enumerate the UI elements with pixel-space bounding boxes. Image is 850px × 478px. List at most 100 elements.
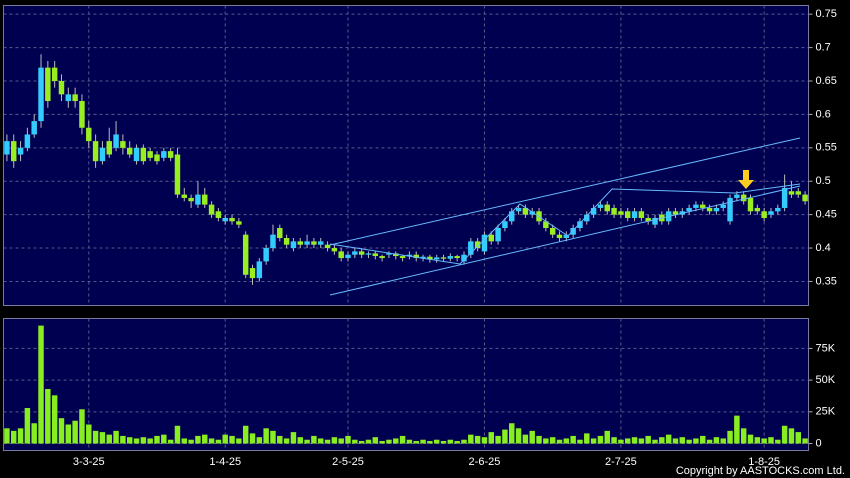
volume-bar [270,430,276,444]
candle-body [461,254,467,262]
y-tick-label: 25K [816,406,836,418]
candle-body [440,257,447,259]
volume-bar [92,430,99,444]
volume-bar [427,440,433,444]
candle-body [331,248,338,252]
candle-body [720,204,726,208]
volume-bar [502,429,508,444]
volume-bar [461,439,467,444]
volume-bar [672,438,679,444]
y-tick-label: 0.7 [816,41,831,53]
candle-body [290,241,297,249]
volume-bar [242,425,249,444]
candle-body [509,211,515,222]
volume-bar [393,438,399,444]
signal-arrow [738,170,754,189]
candle-body [604,204,610,212]
candle-body [747,197,754,212]
volume-bar [549,437,556,444]
volume-bar [781,425,788,444]
volume-bar [249,433,256,444]
candle-body [324,244,331,249]
volume-bar [474,435,481,444]
candle-body [802,194,808,202]
volume-bar [386,439,392,444]
candle-body [761,211,767,218]
volume-bar [509,423,515,444]
volume-bar [447,439,454,444]
volume-bar [154,435,160,444]
volume-bar [161,434,167,444]
candle-body [788,191,795,195]
volume-bar [372,437,379,444]
volume-bar [713,437,720,444]
volume-bar [488,432,495,444]
candle-body [345,254,351,259]
candle-body [420,256,426,259]
candle-body [38,67,44,122]
volume-bar [515,428,522,444]
candle-body [522,207,529,215]
y-tick-label: 0.35 [816,275,837,287]
volume-bar [624,438,631,444]
candle-body [17,147,24,155]
volume-bar [481,437,488,444]
candle-body [256,261,263,279]
volume-bar [352,439,358,444]
y-tick-label: 0.65 [816,75,837,87]
volume-bar [277,435,283,444]
candle-body [297,241,303,245]
candle-body [167,151,174,158]
candle-body [638,211,645,218]
volume-bar [604,430,610,444]
candle-body [283,238,290,245]
candle-body [236,221,242,225]
volume-bar [31,423,37,444]
candle-body [208,204,215,215]
candle-body [65,94,72,102]
y-tick-label: 0.75 [816,8,837,20]
volume-bar [693,438,699,444]
volume-bar [45,389,51,444]
candle-body [263,248,269,262]
volume-bar [645,435,651,444]
candle-body [215,211,222,218]
copyright: Copyright by AASTOCKS.com Ltd. [676,465,845,477]
volume-bar [638,438,645,444]
volume-bar [222,434,228,444]
volume-bar [317,438,324,444]
volume-bar [283,438,290,444]
volume-bar [420,439,426,444]
candle-body [502,221,508,228]
volume-bar [345,435,351,444]
candle-body [195,194,201,205]
volume-bar [72,420,78,444]
candle-body [51,67,58,82]
trend-lines [329,137,801,296]
candle-body [727,197,733,222]
candle-body [413,254,419,259]
candle-body [618,211,624,215]
zigzag-line [329,183,801,265]
candle-body [386,253,392,255]
volume-bar [38,325,44,444]
candle-body [393,253,399,257]
volume-bar [358,440,365,444]
y-tick-label: 75K [816,342,836,354]
candle-body [590,207,597,215]
candle-body [775,207,781,212]
candle-body [304,241,310,245]
volume-bar [167,439,174,444]
volume-bar [208,438,215,444]
volume-bar [399,435,406,444]
volume-bar [454,440,460,444]
candle-body [188,197,194,202]
candle-body [754,207,761,212]
volume-bar [570,435,576,444]
candle-body [597,204,604,208]
candle-body [768,211,774,215]
y-tick-label: 0.6 [816,108,831,120]
volume-bar [413,440,419,444]
candle-body [577,221,583,228]
